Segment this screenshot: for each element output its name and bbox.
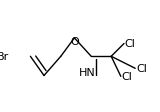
Text: Br: Br <box>0 52 10 62</box>
Text: Cl: Cl <box>125 39 136 49</box>
Text: Cl: Cl <box>136 64 147 74</box>
Text: HN: HN <box>79 68 96 77</box>
Text: O: O <box>70 37 79 47</box>
Text: Cl: Cl <box>122 72 132 82</box>
